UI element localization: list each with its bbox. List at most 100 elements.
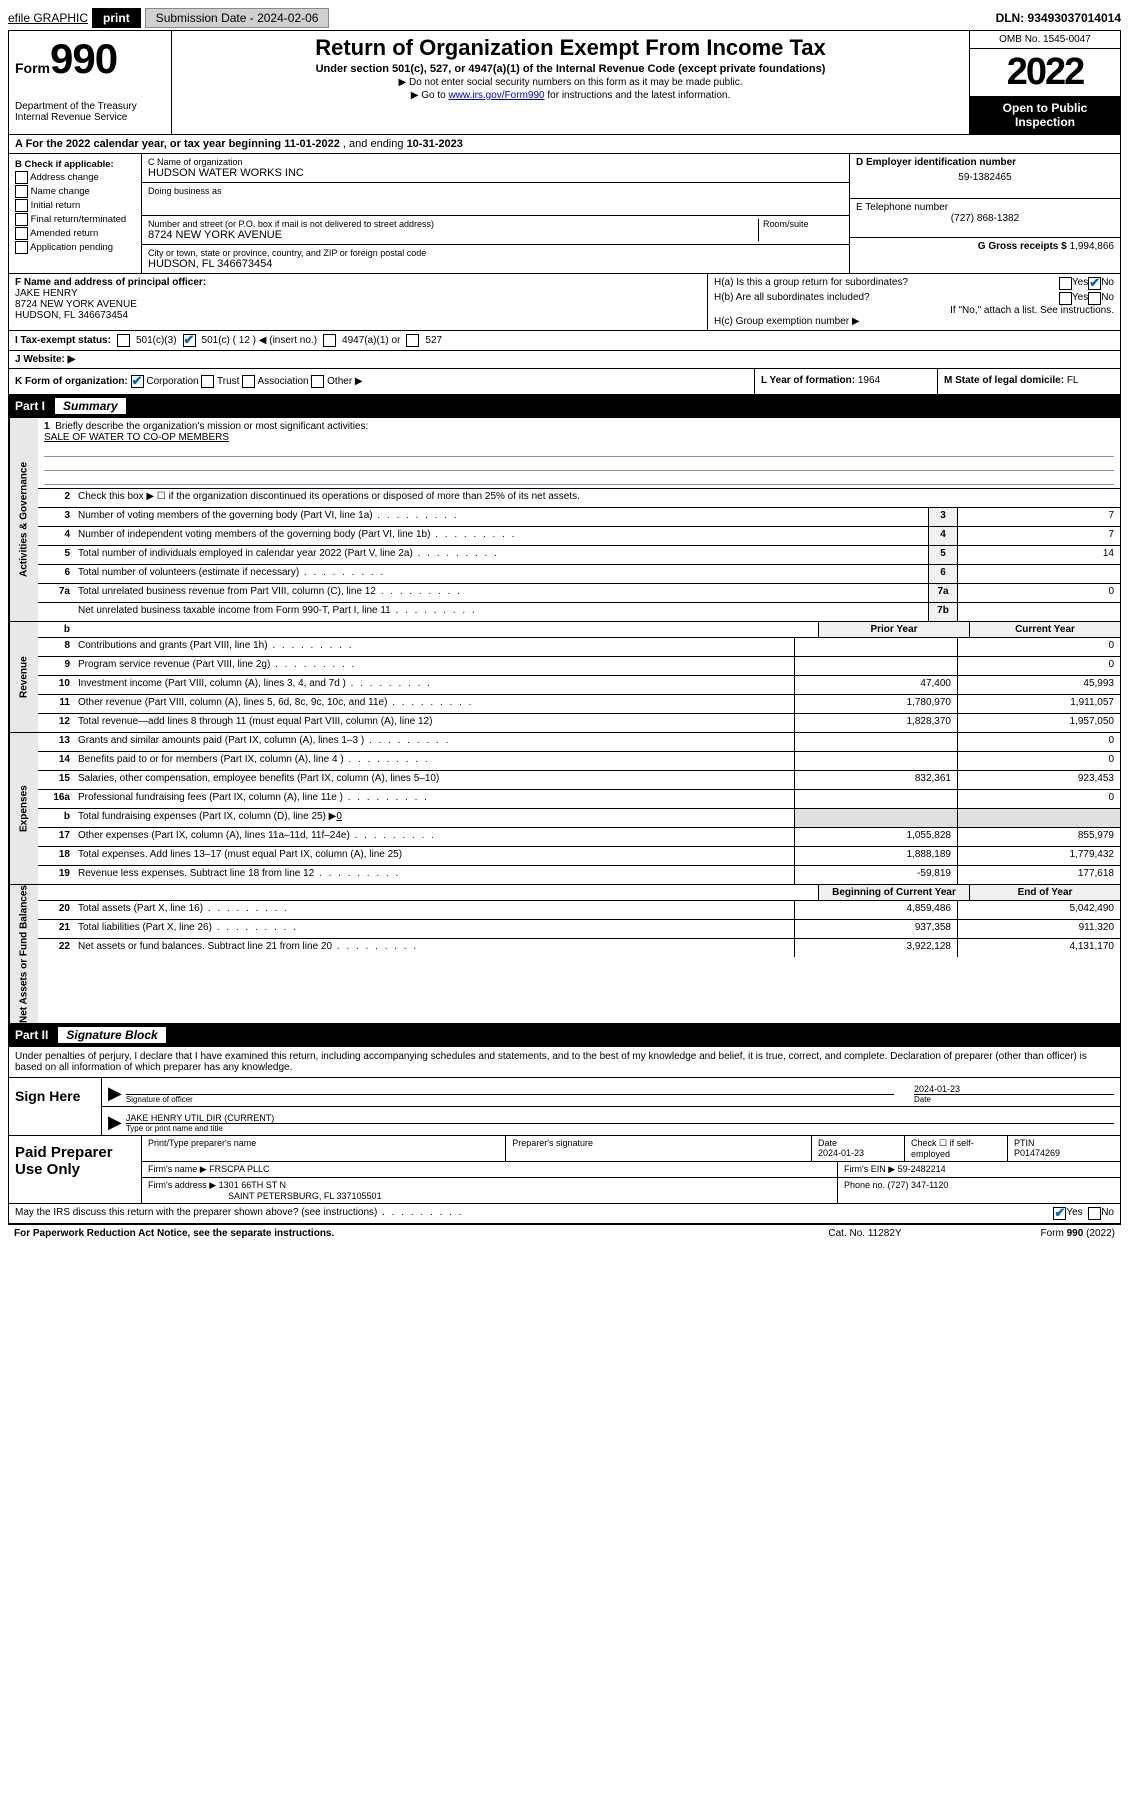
p13 bbox=[794, 733, 957, 751]
c11: 1,911,057 bbox=[957, 695, 1120, 713]
header-mid: Return of Organization Exempt From Incom… bbox=[172, 31, 969, 134]
col-h-group: H(a) Is this a group return for subordin… bbox=[708, 274, 1120, 330]
ein-label: D Employer identification number bbox=[856, 157, 1016, 168]
cb-other[interactable] bbox=[311, 375, 324, 388]
line-8: Contributions and grants (Part VIII, lin… bbox=[74, 638, 794, 656]
part-2-header: Part II Signature Block bbox=[9, 1024, 1120, 1047]
officer-print-name: JAKE HENRY UTIL DIR (CURRENT) bbox=[126, 1113, 1114, 1123]
cb-final-return[interactable] bbox=[15, 213, 28, 226]
org-name: HUDSON WATER WORKS INC bbox=[148, 167, 843, 179]
phone-value: (727) 868-1382 bbox=[856, 213, 1114, 224]
room-label: Room/suite bbox=[763, 219, 843, 229]
p19: -59,819 bbox=[794, 866, 957, 884]
cb-amended[interactable] bbox=[15, 227, 28, 240]
cb-527[interactable] bbox=[406, 334, 419, 347]
form-container: Form990 Department of the Treasury Inter… bbox=[8, 30, 1121, 1225]
line-15: Salaries, other compensation, employee b… bbox=[74, 771, 794, 789]
sig-officer-label: Signature of officer bbox=[126, 1094, 894, 1104]
sign-here-label: Sign Here bbox=[9, 1078, 102, 1135]
line-17: Other expenses (Part IX, column (A), lin… bbox=[74, 828, 794, 846]
submission-date[interactable]: Submission Date - 2024-02-06 bbox=[145, 8, 330, 28]
cb-trust[interactable] bbox=[201, 375, 214, 388]
col-de: D Employer identification number 59-1382… bbox=[849, 154, 1120, 273]
preparer-block: Paid Preparer Use Only Print/Type prepar… bbox=[9, 1136, 1120, 1204]
line-19: Revenue less expenses. Subtract line 18 … bbox=[74, 866, 794, 884]
c13: 0 bbox=[957, 733, 1120, 751]
c10: 45,993 bbox=[957, 676, 1120, 694]
p18: 1,888,189 bbox=[794, 847, 957, 865]
cb-discuss-yes[interactable] bbox=[1053, 1207, 1066, 1220]
firm-ein: 59-2482214 bbox=[898, 1164, 946, 1174]
addr-value: 8724 NEW YORK AVENUE bbox=[148, 229, 758, 241]
col-c-org-info: C Name of organization HUDSON WATER WORK… bbox=[142, 154, 849, 273]
cb-501c3[interactable] bbox=[117, 334, 130, 347]
officer-name: JAKE HENRY bbox=[15, 288, 701, 299]
section-net-assets: Net Assets or Fund Balances Beginning of… bbox=[9, 885, 1120, 1024]
cb-assoc[interactable] bbox=[242, 375, 255, 388]
dept-treasury: Department of the Treasury bbox=[15, 101, 165, 112]
header-right: OMB No. 1545-0047 2022 Open to Public In… bbox=[969, 31, 1120, 134]
line-16b: Total fundraising expenses (Part IX, col… bbox=[74, 809, 794, 827]
val-6 bbox=[957, 565, 1120, 583]
firm-name: FRSCPA PLLC bbox=[209, 1164, 269, 1174]
c8: 0 bbox=[957, 638, 1120, 656]
line-2: Check this box ▶ ☐ if the organization d… bbox=[74, 489, 1120, 507]
line-13: Grants and similar amounts paid (Part IX… bbox=[74, 733, 794, 751]
cb-address-change[interactable] bbox=[15, 171, 28, 184]
cb-name-change[interactable] bbox=[15, 185, 28, 198]
cb-hb-yes[interactable] bbox=[1059, 292, 1072, 305]
p8 bbox=[794, 638, 957, 656]
prep-date: 2024-01-23 bbox=[818, 1148, 898, 1158]
phone-label: E Telephone number bbox=[856, 202, 1114, 213]
val-4: 7 bbox=[957, 527, 1120, 545]
line-18: Total expenses. Add lines 13–17 (must eq… bbox=[74, 847, 794, 865]
val-7a: 0 bbox=[957, 584, 1120, 602]
discuss-row: May the IRS discuss this return with the… bbox=[9, 1204, 1120, 1224]
cb-ha-yes[interactable] bbox=[1059, 277, 1072, 290]
cb-4947[interactable] bbox=[323, 334, 336, 347]
row-j-website: J Website: ▶ bbox=[9, 351, 1120, 369]
tax-year: 2022 bbox=[1007, 51, 1084, 93]
cb-ha-no[interactable] bbox=[1088, 277, 1101, 290]
gross-value: 1,994,866 bbox=[1070, 241, 1115, 252]
cb-501c[interactable] bbox=[183, 334, 196, 347]
col-b-checkboxes: B Check if applicable: Address change Na… bbox=[9, 154, 142, 273]
officer-addr2: HUDSON, FL 346673454 bbox=[15, 310, 701, 321]
omb-number: OMB No. 1545-0047 bbox=[970, 31, 1120, 49]
efile-link[interactable]: efile GRAPHIC bbox=[8, 11, 88, 25]
footer-left: For Paperwork Reduction Act Notice, see … bbox=[14, 1228, 334, 1239]
cb-corp[interactable] bbox=[131, 375, 144, 388]
vlabel-net: Net Assets or Fund Balances bbox=[9, 885, 38, 1023]
preparer-label: Paid Preparer Use Only bbox=[9, 1136, 142, 1203]
col-current: Current Year bbox=[969, 622, 1120, 637]
prep-sig-label: Preparer's signature bbox=[506, 1136, 812, 1161]
p21: 937,358 bbox=[794, 920, 957, 938]
meta-grid: B Check if applicable: Address change Na… bbox=[9, 154, 1120, 274]
print-button[interactable]: print bbox=[92, 8, 141, 28]
p12: 1,828,370 bbox=[794, 714, 957, 732]
line-7a: Total unrelated business revenue from Pa… bbox=[74, 584, 928, 602]
cb-app-pending[interactable] bbox=[15, 241, 28, 254]
form-subtitle: Under section 501(c), 527, or 4947(a)(1)… bbox=[180, 63, 961, 75]
cb-discuss-no[interactable] bbox=[1088, 1207, 1101, 1220]
hc-exemption: H(c) Group exemption number ▶ bbox=[714, 316, 1114, 327]
cb-hb-no[interactable] bbox=[1088, 292, 1101, 305]
top-bar: efile GRAPHIC print Submission Date - 20… bbox=[8, 8, 1121, 28]
cb-initial-return[interactable] bbox=[15, 199, 28, 212]
note-ssn: ▶ Do not enter social security numbers o… bbox=[180, 77, 961, 88]
irs-link[interactable]: www.irs.gov/Form990 bbox=[448, 90, 544, 101]
dba-label: Doing business as bbox=[148, 186, 843, 196]
form-title: Return of Organization Exempt From Incom… bbox=[180, 35, 961, 61]
c16a: 0 bbox=[957, 790, 1120, 808]
section-revenue: Revenue bPrior YearCurrent Year 8Contrib… bbox=[9, 622, 1120, 733]
p22: 3,922,128 bbox=[794, 939, 957, 957]
mission-label: Briefly describe the organization's miss… bbox=[55, 421, 368, 432]
type-name-label: Type or print name and title bbox=[126, 1123, 1114, 1133]
signature-intro: Under penalties of perjury, I declare th… bbox=[9, 1047, 1120, 1078]
prep-name-label: Print/Type preparer's name bbox=[142, 1136, 506, 1161]
section-governance: Activities & Governance 1 Briefly descri… bbox=[9, 418, 1120, 622]
line-6: Total number of volunteers (estimate if … bbox=[74, 565, 928, 583]
val-5: 14 bbox=[957, 546, 1120, 564]
col-end: End of Year bbox=[969, 885, 1120, 900]
line-10: Investment income (Part VIII, column (A)… bbox=[74, 676, 794, 694]
